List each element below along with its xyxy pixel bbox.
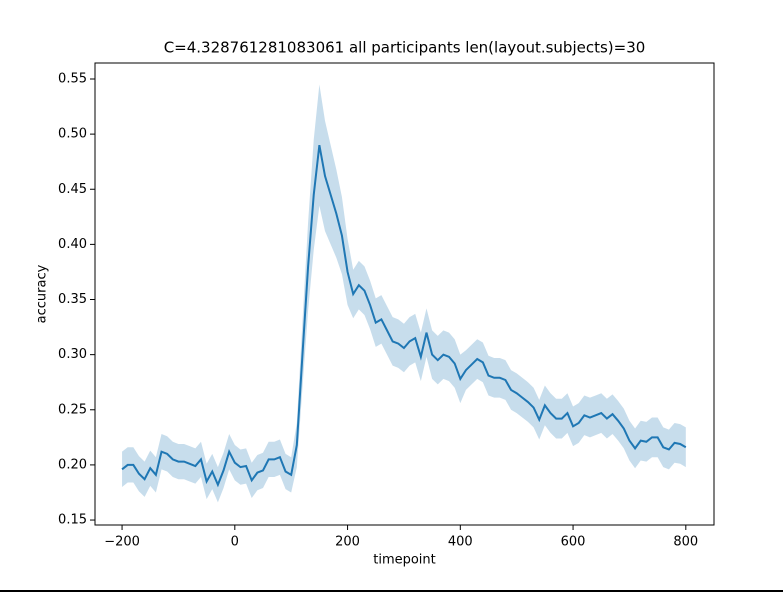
chart-title: C=4.328761281083061 all participants len… [164,39,646,57]
y-tick-label: 0.25 [58,402,87,417]
x-tick-label: 400 [448,535,473,550]
y-tick-label: 0.45 [58,182,87,197]
y-tick-label: 0.15 [58,513,87,528]
line [121,144,687,488]
x-tick-label: 0 [231,535,239,550]
y-tick-label: 0.30 [58,347,87,362]
y-axis-label: accuracy [35,264,50,323]
plot-frame [94,62,715,526]
x-axis-label: timepoint [373,553,436,568]
confidence-band [122,84,686,503]
x-tick-label: −200 [104,535,140,550]
y-tick-label: 0.20 [58,457,87,472]
x-tick-label: 800 [673,535,698,550]
y-tick-label: 0.35 [58,292,87,307]
y-tick-label: 0.40 [58,237,87,252]
y-tick-label: 0.55 [58,71,87,86]
y-tick-label: 0.50 [58,127,87,142]
x-tick-label: 600 [561,535,586,550]
x-tick-label: 200 [335,535,360,550]
